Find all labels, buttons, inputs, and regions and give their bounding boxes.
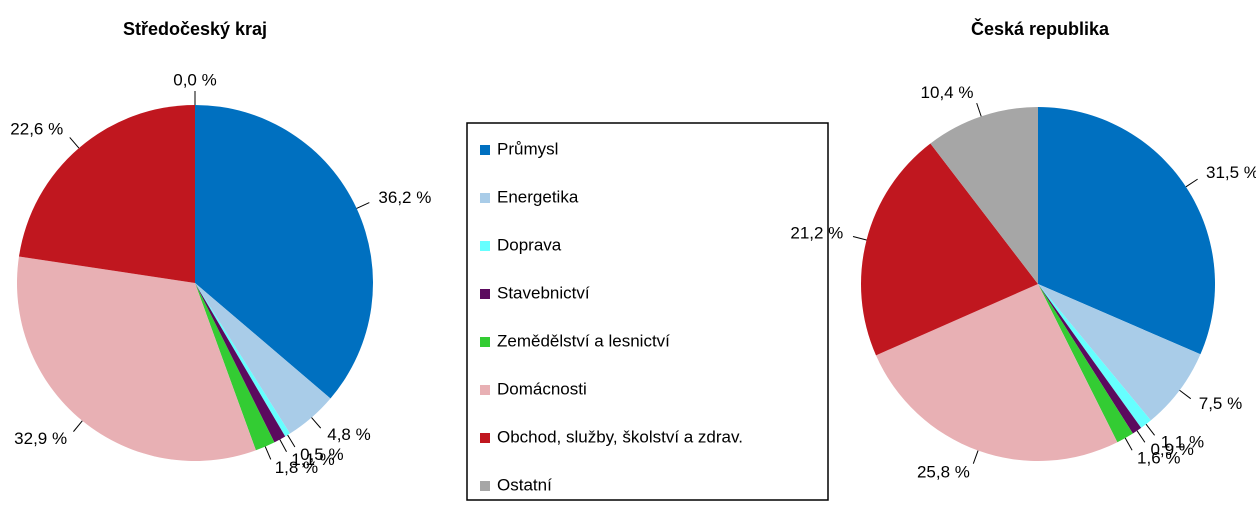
pie-slice <box>876 284 1118 461</box>
data-label: 1,6 % <box>1137 448 1180 467</box>
data-label: 0,0 % <box>173 70 216 89</box>
leader-line <box>287 434 296 448</box>
data-label: 21,2 % <box>790 223 843 242</box>
legend-label: Průmysl <box>497 139 558 158</box>
leader-line <box>1185 178 1198 188</box>
legend-swatch <box>480 433 490 443</box>
legend-swatch <box>480 241 490 251</box>
legend-label: Energetika <box>497 187 579 206</box>
pie-slice <box>1038 284 1133 443</box>
data-label: 31,5 % <box>1206 163 1256 182</box>
legend-swatch <box>480 481 490 491</box>
chart-title: Česká republika <box>971 18 1110 39</box>
legend-swatch <box>480 385 490 395</box>
leader-line <box>1145 423 1155 436</box>
leader-line <box>69 137 80 149</box>
legend-label: Stavebnictví <box>497 283 590 302</box>
legend-label: Doprava <box>497 235 562 254</box>
data-label: 1,1 % <box>1161 433 1204 452</box>
legend-label: Zemědělství a lesnictví <box>497 331 670 350</box>
leader-line <box>311 417 322 429</box>
pie-slice <box>16 256 256 462</box>
data-label: 10,4 % <box>921 83 974 102</box>
legend-swatch <box>480 337 490 347</box>
pie-slice <box>1038 284 1201 421</box>
pie-slice <box>861 143 1038 356</box>
pie-slice <box>195 105 373 399</box>
legend-label: Obchod, služby, školství a zdrav. <box>497 427 743 446</box>
pie-slice <box>1038 284 1142 434</box>
leader-line <box>356 202 370 209</box>
leader-line <box>1124 437 1133 451</box>
leader-line <box>279 439 287 453</box>
pie-slice <box>195 283 275 451</box>
data-label: 0,5 % <box>300 445 343 464</box>
legend-swatch <box>480 145 490 155</box>
chart-title: Středočeský kraj <box>123 19 267 39</box>
pie-slice <box>195 283 286 443</box>
leader-line <box>73 420 83 432</box>
pie-slice <box>1038 107 1216 355</box>
data-label: 7,5 % <box>1199 394 1242 413</box>
legend-label: Ostatní <box>497 475 552 494</box>
data-label: 0,9 % <box>1150 440 1193 459</box>
data-label: 25,8 % <box>917 463 970 482</box>
data-label: 1,1 % <box>291 450 334 469</box>
leader-line <box>852 236 867 241</box>
pie-slice <box>195 283 290 437</box>
legend-swatch <box>480 289 490 299</box>
data-label: 22,6 % <box>10 119 63 138</box>
legend-swatch <box>480 193 490 203</box>
data-label: 32,9 % <box>14 429 67 448</box>
pie-slice <box>18 105 195 283</box>
leader-line <box>1136 430 1146 443</box>
data-label: 36,2 % <box>378 188 431 207</box>
legend-label: Domácnosti <box>497 379 587 398</box>
legend-box <box>466 122 829 501</box>
pie-slice <box>930 107 1038 284</box>
leader-line <box>1179 389 1192 400</box>
pie-slice <box>1038 284 1151 428</box>
data-label: 1,8 % <box>275 458 318 477</box>
pie-slice <box>195 283 331 434</box>
leader-line <box>972 450 979 464</box>
leader-line <box>976 102 982 117</box>
data-label: 4,8 % <box>327 425 370 444</box>
leader-line <box>264 446 272 460</box>
